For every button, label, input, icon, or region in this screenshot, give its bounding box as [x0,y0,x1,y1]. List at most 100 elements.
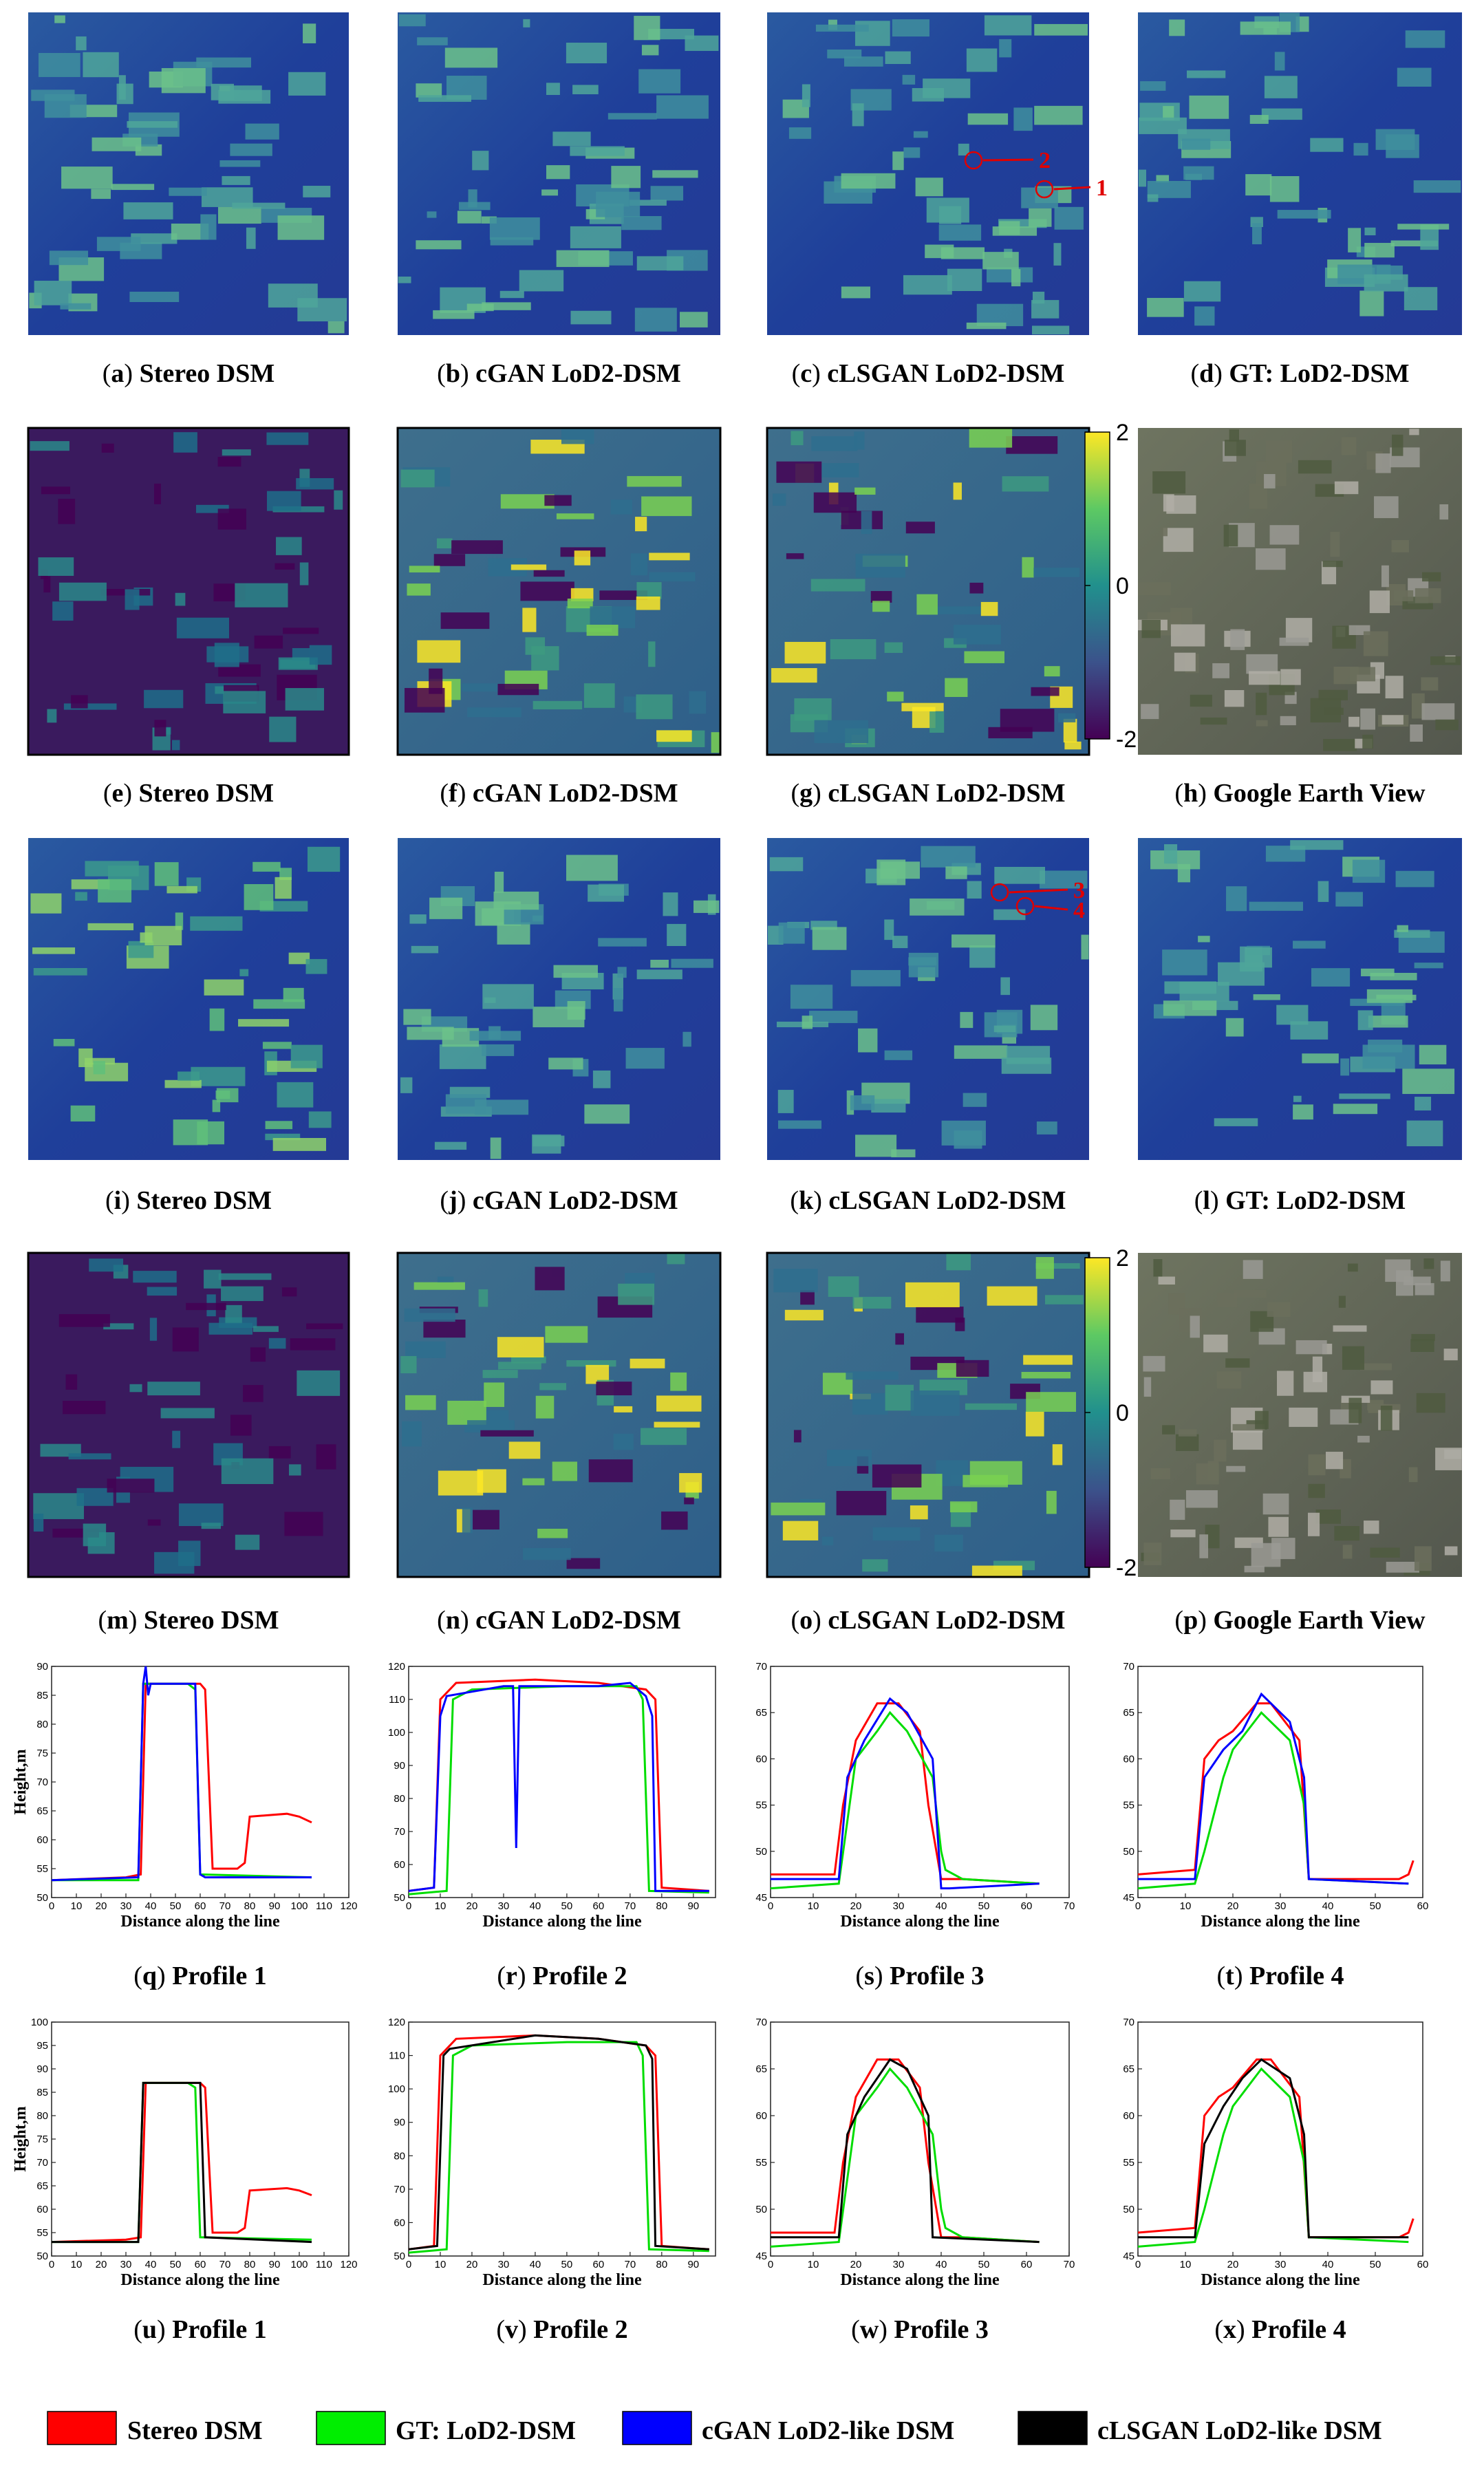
texture [1033,568,1080,577]
texture [802,1016,813,1029]
texture [566,43,607,64]
legend-swatch [47,2411,117,2445]
x-tick-label: 50 [170,2259,182,2270]
x-tick-label: 0 [49,1900,54,1912]
y-tick-label: 55 [36,1863,48,1875]
punct: ( [791,1606,800,1635]
texture [934,1534,963,1552]
caption-part: Google Earth View [1213,779,1426,808]
punct: ) [874,1962,890,1990]
texture [508,1441,541,1459]
x-tick-label: 40 [1322,2259,1334,2270]
y-tick-label: 70 [755,2017,767,2028]
texture [125,589,140,610]
caption-part: n [446,1606,460,1635]
image-panel [27,1252,350,1578]
texture [58,498,76,524]
image-panel [767,838,1089,1160]
texture [223,691,266,713]
texture [268,1338,286,1349]
texture [1348,716,1360,727]
texture [92,137,142,151]
texture [252,1326,279,1332]
texture [800,1290,815,1305]
texture [1138,582,1171,596]
caption-part: g [799,779,813,808]
texture [1243,1260,1263,1279]
texture [306,1323,343,1329]
texture [1308,1483,1325,1499]
marker-circle [964,151,983,170]
texture [967,881,982,899]
texture [635,517,647,532]
texture [1245,174,1272,196]
texture [93,1061,105,1075]
x-tick-label: 30 [120,1900,132,1912]
caption-part: Profile 3 [890,1962,985,1990]
texture [667,1253,685,1265]
caption: (p) Google Earth View [1174,1606,1426,1635]
texture [533,1007,585,1028]
texture [63,703,117,710]
texture [1030,1005,1058,1031]
x-axis-label: Distance along the line [1201,2271,1360,2289]
texture [127,121,178,128]
texture [47,709,57,723]
caption-part: cLSGAN LoD2-DSM [828,779,1065,808]
texture [611,166,641,189]
texture [537,1528,568,1538]
y-tick-label: 75 [36,1748,48,1759]
texture [1163,1000,1217,1016]
texture [1392,434,1404,456]
texture [1435,719,1459,731]
texture [607,113,657,120]
texture [969,582,984,594]
texture [533,570,565,577]
punct: ( [1217,1962,1226,1990]
texture [288,72,326,96]
panel-border [27,427,350,756]
x-tick-label: 40 [530,2259,541,2270]
caption: (e) Stereo DSM [103,779,274,808]
punct: ) [1198,779,1213,808]
texture [599,590,648,601]
texture [1268,1516,1289,1537]
texture [913,131,928,138]
texture [1031,687,1060,696]
x-tick-label: 0 [49,2259,54,2270]
caption-part: Profile 2 [533,1962,627,1990]
texture [153,483,161,504]
caption-part: q [142,1962,157,1990]
texture [235,1534,260,1550]
texture [1141,619,1161,638]
marker-circle [1035,180,1054,199]
texture [307,846,341,872]
texture [288,952,310,965]
texture [685,35,719,52]
texture [71,695,88,709]
texture [1410,724,1423,742]
punct: ( [1190,359,1199,388]
profile-line [771,2058,1040,2244]
texture [265,1121,293,1130]
texture [111,184,155,191]
texture [1397,67,1432,87]
texture [1311,968,1351,987]
y-tick-label: 110 [389,1694,405,1706]
texture [570,146,625,156]
x-tick-label: 30 [893,1900,905,1912]
texture [284,1512,323,1536]
texture [1035,1263,1080,1269]
texture [195,504,229,513]
x-tick-label: 10 [808,1900,819,1912]
y-tick-label: 100 [388,2083,405,2095]
texture [478,1289,488,1307]
texture [903,147,921,158]
texture [176,617,229,638]
texture [1230,629,1245,650]
texture [101,443,114,453]
texture [625,1048,665,1069]
texture [1170,624,1205,647]
y-tick-label: 50 [36,1892,48,1904]
texture [172,1327,199,1352]
